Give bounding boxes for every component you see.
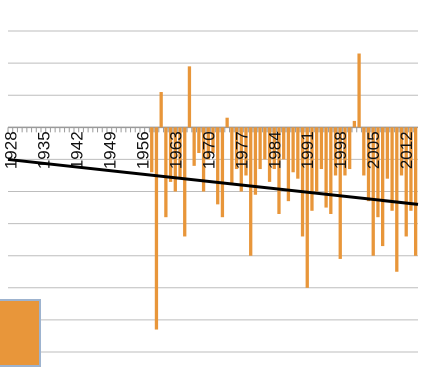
bar: [399, 127, 404, 176]
bar: [282, 127, 286, 160]
bar: [159, 92, 163, 128]
bar: [305, 127, 309, 288]
bar: [183, 127, 187, 237]
bar: [338, 127, 342, 259]
bar: [234, 127, 239, 170]
x-tick-label: 1942: [67, 131, 86, 169]
bar: [225, 117, 229, 128]
gridlines: [8, 30, 418, 353]
bar: [324, 127, 328, 208]
x-tick-label: 1956: [133, 131, 152, 169]
bar: [263, 127, 267, 160]
bar: [357, 53, 361, 128]
bar: [286, 127, 291, 202]
x-tick-label: 1935: [34, 131, 53, 169]
bar: [348, 127, 352, 170]
bar: [253, 127, 258, 195]
bar: [343, 127, 347, 176]
bar: [239, 127, 243, 192]
bar: [277, 127, 281, 214]
bar: [211, 127, 215, 154]
bar: [230, 127, 234, 186]
bar: [385, 127, 390, 179]
x-tick-labels: 1928 1935 1942 1949 1956 1963 1970 1977 1984 1991…: [1, 131, 416, 169]
bar: [272, 127, 276, 170]
bar: [150, 127, 154, 173]
bar: [267, 127, 272, 182]
bar: [244, 127, 248, 176]
bar: [404, 127, 408, 237]
bar: [249, 127, 253, 256]
bar: [154, 127, 159, 330]
bar: [192, 127, 196, 166]
bar: [333, 127, 338, 176]
bar: [310, 127, 314, 211]
x-tick-label: 1970: [199, 131, 218, 169]
bar: [352, 120, 357, 128]
bar: [366, 127, 371, 202]
bar: [362, 127, 366, 176]
bar: [413, 127, 418, 256]
bar: [173, 127, 177, 192]
bar: [178, 127, 182, 179]
legend-swatch-partial: [0, 299, 41, 367]
x-tick-label: 1991: [298, 131, 317, 169]
trend-line: [7, 157, 419, 206]
bar: [291, 127, 295, 173]
bar: [409, 127, 413, 211]
bar: [216, 127, 220, 205]
bar: [258, 127, 262, 170]
x-tick-label: 1949: [100, 131, 119, 169]
x-tick-label: 1984: [265, 131, 284, 169]
bar: [376, 127, 380, 218]
bar: [197, 127, 201, 154]
bar-series: [7, 53, 418, 330]
bar: [315, 127, 319, 192]
x-tick-label: 2012: [397, 131, 416, 169]
bar: [296, 127, 300, 179]
x-tick-label: 2005: [364, 131, 383, 169]
bar: [329, 127, 333, 214]
x-tick-label: 1928: [1, 131, 20, 169]
bar: [390, 127, 394, 211]
bar: [201, 127, 206, 192]
bar: [168, 127, 173, 182]
bar: [395, 127, 399, 272]
bar: [319, 127, 324, 170]
x-tick-label: 1998: [331, 131, 350, 169]
x-tick-label: 1977: [232, 131, 251, 169]
x-tick-label: 1963: [166, 131, 185, 169]
bar: [164, 127, 168, 218]
bar: [220, 127, 225, 218]
bar: [187, 66, 192, 128]
bar: [206, 127, 210, 160]
bar: [371, 127, 375, 256]
bar: [300, 127, 305, 237]
bar: [381, 127, 385, 247]
